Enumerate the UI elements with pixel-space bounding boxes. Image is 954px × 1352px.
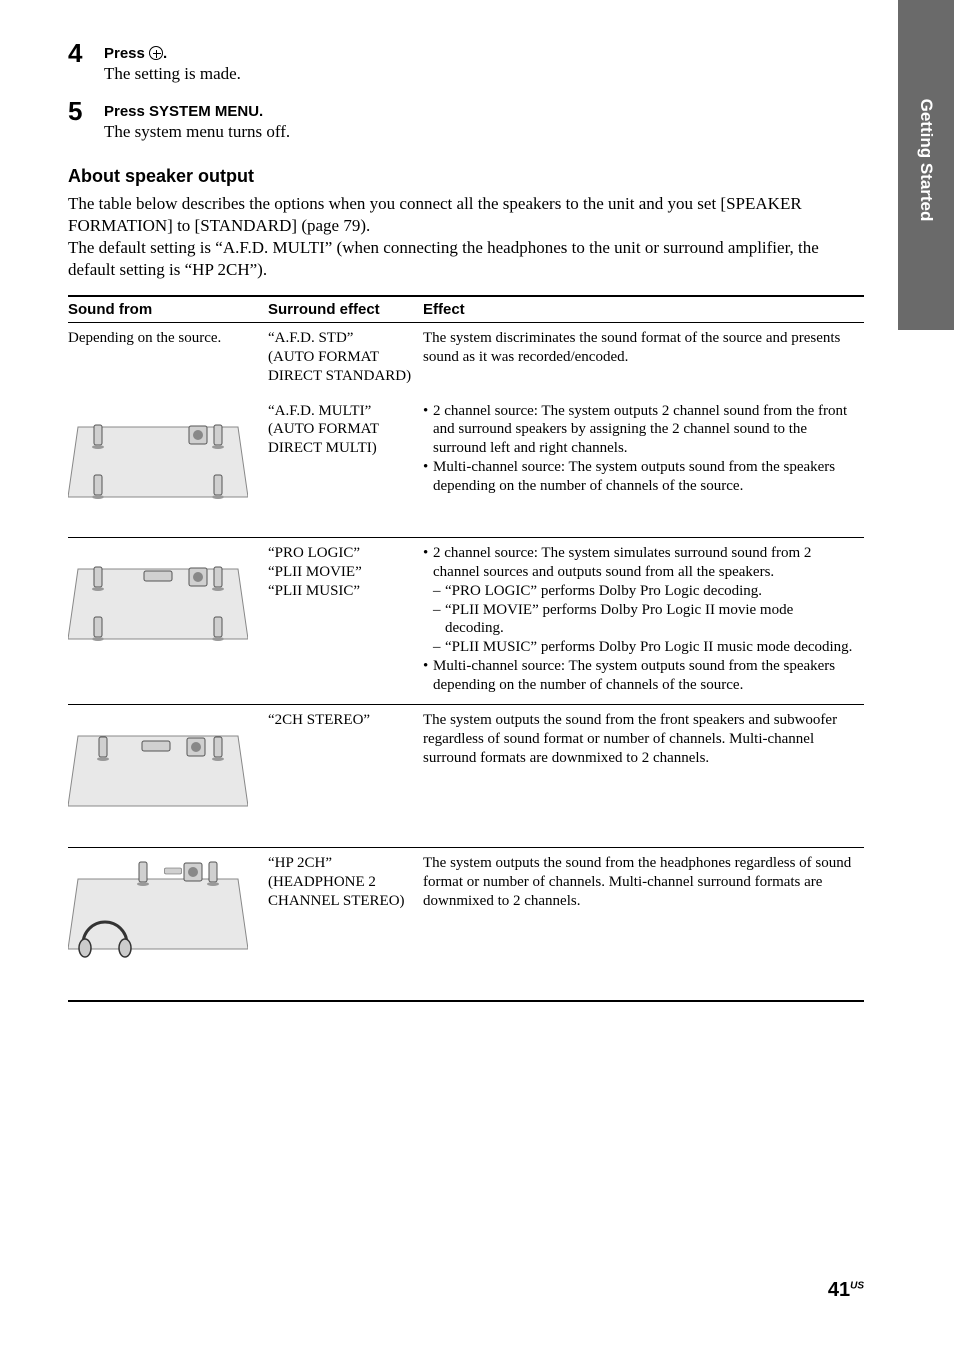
cell-effect: The system discriminates the sound forma… xyxy=(423,323,864,396)
step-4: 4 Press . The setting is made. xyxy=(68,40,864,90)
enter-button-icon xyxy=(149,46,163,60)
step-description: The system menu turns off. xyxy=(104,122,864,142)
th-surround-effect: Surround effect xyxy=(268,296,423,323)
page-footer: 41US xyxy=(828,1279,864,1302)
step-title-post: . xyxy=(163,45,167,62)
cell-effect: The system outputs the sound from the he… xyxy=(423,848,864,1001)
section-heading: About speaker output xyxy=(68,166,864,187)
page-number: 41 xyxy=(828,1279,850,1301)
table-row: “HP 2CH”(HEADPHONE 2 CHANNEL STEREO)The … xyxy=(68,848,864,1001)
step-5: 5 Press SYSTEM MENU. The system menu tur… xyxy=(68,98,864,148)
intro-line: The table below describes the options wh… xyxy=(68,193,864,237)
cell-effect: •2 channel source: The system outputs 2 … xyxy=(423,396,864,538)
th-effect: Effect xyxy=(423,296,864,323)
cell-sound-from xyxy=(68,848,268,1001)
cell-sound-from xyxy=(68,705,268,848)
page-region: US xyxy=(850,1280,864,1291)
cell-effect: •2 channel source: The system simulates … xyxy=(423,538,864,705)
speaker-diagram-icon xyxy=(68,854,248,974)
step-title-pre: Press xyxy=(104,45,149,62)
step-number: 5 xyxy=(68,98,104,148)
th-sound-from: Sound from xyxy=(68,296,268,323)
step-title: Press . xyxy=(104,45,864,62)
cell-surround-effect: “HP 2CH”(HEADPHONE 2 CHANNEL STEREO) xyxy=(268,848,423,1001)
table-row: Depending on the source.“A.F.D. STD”(AUT… xyxy=(68,323,864,396)
table-row: “2CH STEREO”The system outputs the sound… xyxy=(68,705,864,848)
step-description: The setting is made. xyxy=(104,64,864,84)
cell-effect: The system outputs the sound from the fr… xyxy=(423,705,864,848)
step-title: Press SYSTEM MENU. xyxy=(104,103,864,120)
cell-surround-effect: “A.F.D. MULTI”(AUTO FORMAT DIRECT MULTI) xyxy=(268,396,423,538)
speaker-output-table: Sound from Surround effect Effect Depend… xyxy=(68,295,864,1002)
cell-sound-from: Depending on the source. xyxy=(68,323,268,396)
speaker-diagram-icon xyxy=(68,402,248,522)
section-intro: The table below describes the options wh… xyxy=(68,193,864,281)
table-row: “A.F.D. MULTI”(AUTO FORMAT DIRECT MULTI)… xyxy=(68,396,864,538)
cell-sound-from xyxy=(68,396,268,538)
speaker-diagram-icon xyxy=(68,711,248,831)
step-number: 4 xyxy=(68,40,104,90)
table-row: “PRO LOGIC”“PLII MOVIE”“PLII MUSIC”•2 ch… xyxy=(68,538,864,705)
cell-surround-effect: “PRO LOGIC”“PLII MOVIE”“PLII MUSIC” xyxy=(268,538,423,705)
speaker-diagram-icon xyxy=(68,544,248,664)
cell-surround-effect: “2CH STEREO” xyxy=(268,705,423,848)
cell-surround-effect: “A.F.D. STD”(AUTO FORMAT DIRECT STANDARD… xyxy=(268,323,423,396)
intro-line: The default setting is “A.F.D. MULTI” (w… xyxy=(68,237,864,281)
cell-sound-from xyxy=(68,538,268,705)
